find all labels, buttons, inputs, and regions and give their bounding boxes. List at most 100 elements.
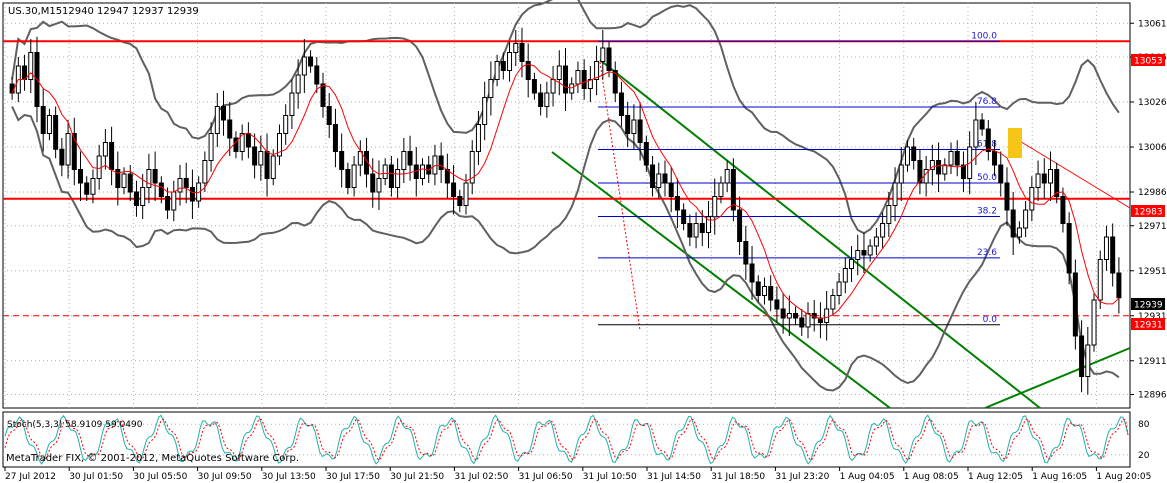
candle-body [531,79,537,94]
candle-body [1029,187,1035,211]
price-tag-label-3: 12931 [1134,321,1163,331]
candle-body [121,173,127,188]
candle-body [904,146,910,166]
stoch-signal-line [4,418,1129,462]
candle-body [295,74,301,94]
candle-body [451,182,457,197]
candle-body [718,182,724,197]
candle-body [53,115,59,150]
candle-body [345,169,351,188]
copyright-label: MetaTrader FIX, © 2001-2012, MetaQuotes … [6,453,299,464]
fib-label-1: 76.8 [977,97,997,107]
candle-body [276,133,282,157]
fib-label-6: 0.0 [983,315,998,325]
candle-body [737,209,743,242]
candle-body [960,164,966,179]
candle-body [892,182,898,206]
candle-body [1072,272,1078,337]
candle-body [992,151,998,166]
candle-body [830,295,836,310]
y-tick-label-6: 12951 [1138,267,1167,277]
x-tick-label-3: 30 Jul 09:50 [198,472,252,482]
candle-body [1085,344,1091,377]
candle-body [538,92,544,107]
candle-body [165,196,171,211]
candle-body [867,245,873,256]
candle-body [507,52,513,71]
candle-body [183,178,189,188]
candle-body [581,70,587,89]
y-tick-label-3: 13006 [1138,143,1167,153]
x-tick-label-9: 31 Jul 10:50 [583,472,637,482]
candle-body [712,196,718,218]
y-tick-label-5: 12971 [1138,222,1167,232]
candle-body [693,223,699,238]
highlight-block [1008,128,1022,158]
candle-body [401,151,407,170]
candle-body [40,106,46,134]
candle-body [475,124,481,152]
bollinger-upper [11,0,1120,235]
candle-body [662,173,668,184]
candle-body [1060,196,1066,224]
candle-body [469,151,475,184]
candle-body [221,106,227,121]
price-tag-label-0: 13053 [1134,57,1163,67]
y-tick-label-7: 12931 [1138,312,1167,322]
x-tick-label-7: 31 Jul 02:50 [454,472,508,482]
candle-body [245,133,251,148]
candle-body [687,223,693,238]
candle-body [1047,169,1053,184]
x-tick-label-13: 1 Aug 04:05 [840,472,895,482]
candle-body [563,65,568,94]
candle-body [519,43,525,62]
candle-body [849,259,855,269]
candle-body [90,178,96,195]
candle-body [382,164,388,179]
candle-body [395,169,401,188]
bollinger-lower [11,106,1120,392]
candle-body [388,164,394,188]
price-tag-box-1 [1131,205,1165,217]
candle-body [252,146,258,166]
ma-line [11,63,1120,320]
x-tick-label-5: 30 Jul 17:50 [326,472,380,482]
ohlc-label: 12940 12947 12937 12939 [62,6,199,17]
red-trend-line [1017,139,1131,209]
candle-body [1035,173,1041,188]
candle-body [189,187,195,202]
candle-body [1091,299,1097,346]
candle-body [768,286,774,301]
candle-body [500,61,506,71]
candle-body [419,164,425,179]
candle-body [102,142,108,157]
bollinger-bands [11,0,1120,392]
candle-body [880,223,886,238]
symbol-label: US.30,M15 [8,6,62,17]
stochastic-oscillator: 80 20 [3,414,1150,465]
candle-body [625,115,631,134]
candle-body [308,56,314,67]
stoch-main-line [4,414,1129,465]
x-tick-label-15: 1 Aug 12:05 [968,472,1023,482]
candle-body [115,169,121,188]
candle-body [214,106,220,134]
candle-body [171,191,177,211]
x-tick-label-16: 1 Aug 16:05 [1032,472,1087,482]
candle-body [948,151,954,166]
candle-body [432,155,438,175]
candle-body [631,119,637,134]
candle-body [1016,227,1022,238]
price-tag-box-0 [1131,54,1165,66]
candle-body [898,164,904,184]
stoch-label: Stoch(5,3,3) 58.9109 59.0490 [7,420,143,430]
price-tag-label-1: 12983 [1134,208,1163,218]
candle-body [886,205,892,224]
price-tag-box-3 [1131,318,1165,330]
y-tick-label-4: 12986 [1138,188,1167,198]
stoch-level-label-0: 80 [1138,420,1150,430]
x-tick-label-14: 1 Aug 08:05 [904,472,959,482]
